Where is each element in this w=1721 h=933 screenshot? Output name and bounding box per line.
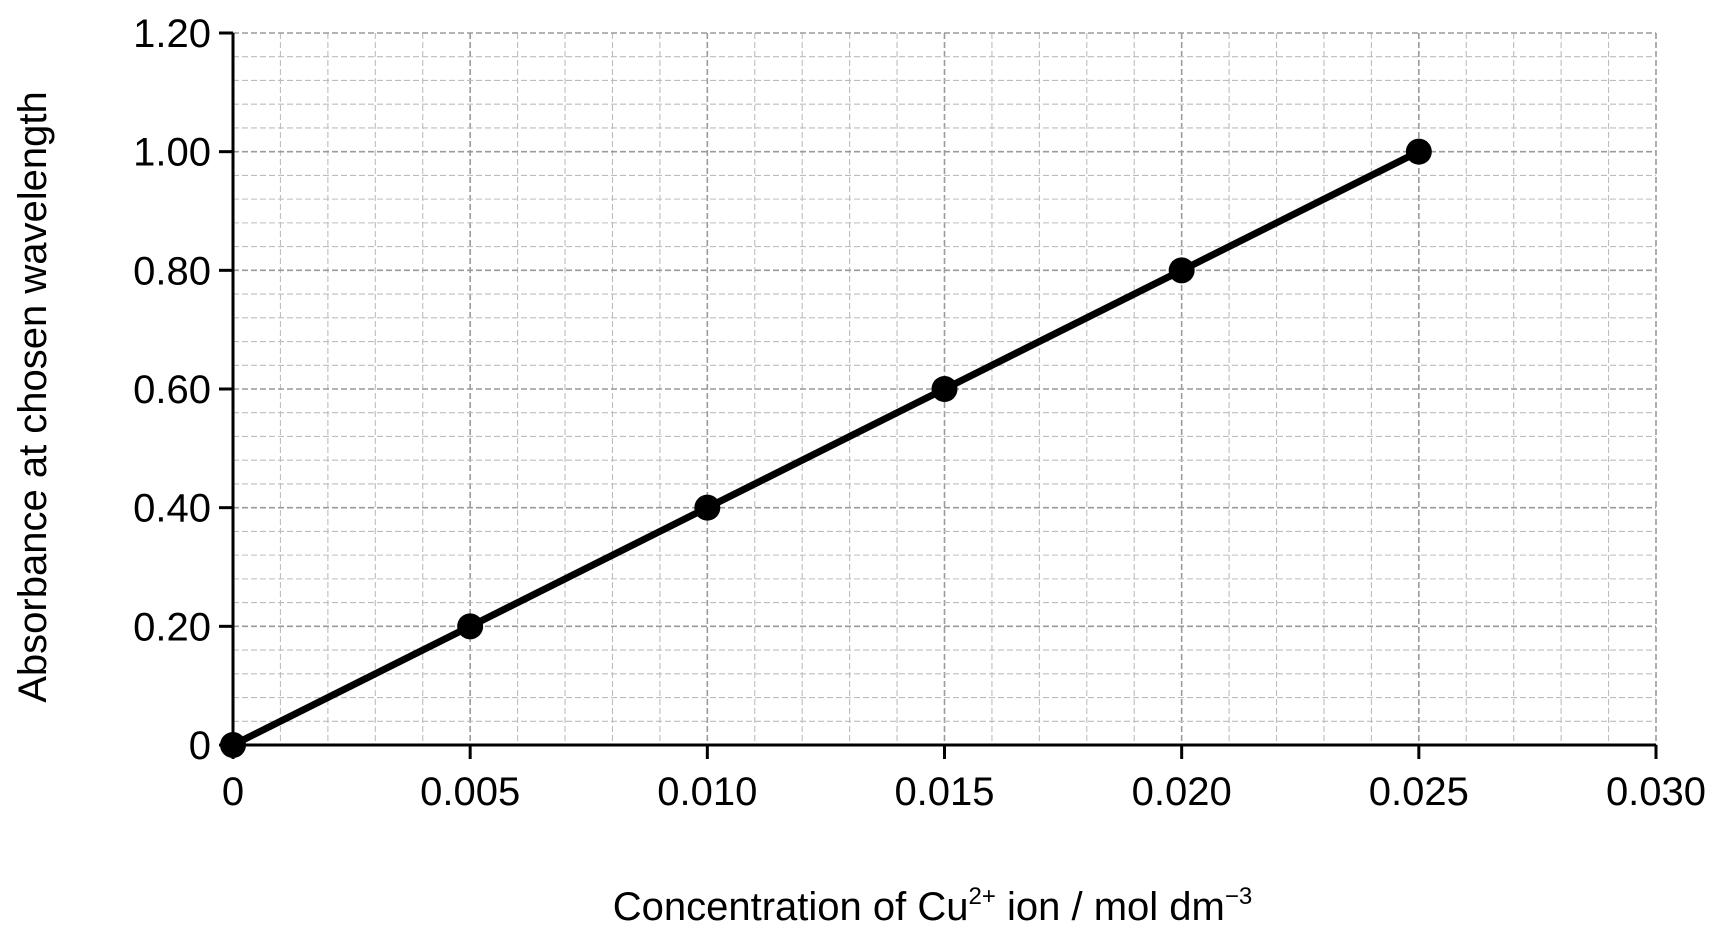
y-axis-title: Absorbance at chosen wavelength (11, 91, 55, 703)
data-point (694, 494, 721, 521)
series (220, 138, 1432, 758)
y-tick-label: 1.20 (133, 12, 211, 56)
x-tick-label: 0.005 (420, 770, 520, 814)
data-point (1405, 138, 1432, 165)
x-axis-title-mid: ion / mol dm (996, 885, 1225, 929)
y-tick-label: 1.00 (133, 131, 211, 175)
x-tick-label: 0.030 (1606, 770, 1706, 814)
x-axis-title-sup1: 2+ (969, 883, 996, 910)
data-point (220, 732, 246, 758)
y-tick-label: 0.20 (133, 605, 211, 649)
y-tick-label: 0.40 (133, 487, 211, 531)
ticks: 0 0.005 0.010 0.015 0.020 0.025 0.030 0 0.20 0.40… (133, 12, 1706, 814)
data-point (457, 613, 484, 640)
x-tick-label: 0.015 (894, 770, 994, 814)
data-point (1168, 257, 1195, 284)
x-tick-label: 0.010 (657, 770, 757, 814)
data-point (931, 376, 958, 402)
y-tick-label: 0 (189, 724, 211, 768)
y-tick-label: 0.80 (133, 249, 211, 293)
x-tick-label: 0.020 (1132, 770, 1232, 814)
x-axis-title-sup2: −3 (1225, 883, 1252, 910)
x-tick-label: 0.025 (1369, 770, 1469, 814)
grid (232, 32, 1657, 746)
x-tick-label: 0 (222, 770, 244, 814)
x-axis-title: Concentration of Cu2+ ion / mol dm−3 (613, 883, 1252, 929)
y-tick-label: 0.60 (133, 368, 211, 412)
series-line (229, 148, 1423, 749)
x-axis-title-main: Concentration of Cu (613, 885, 969, 929)
